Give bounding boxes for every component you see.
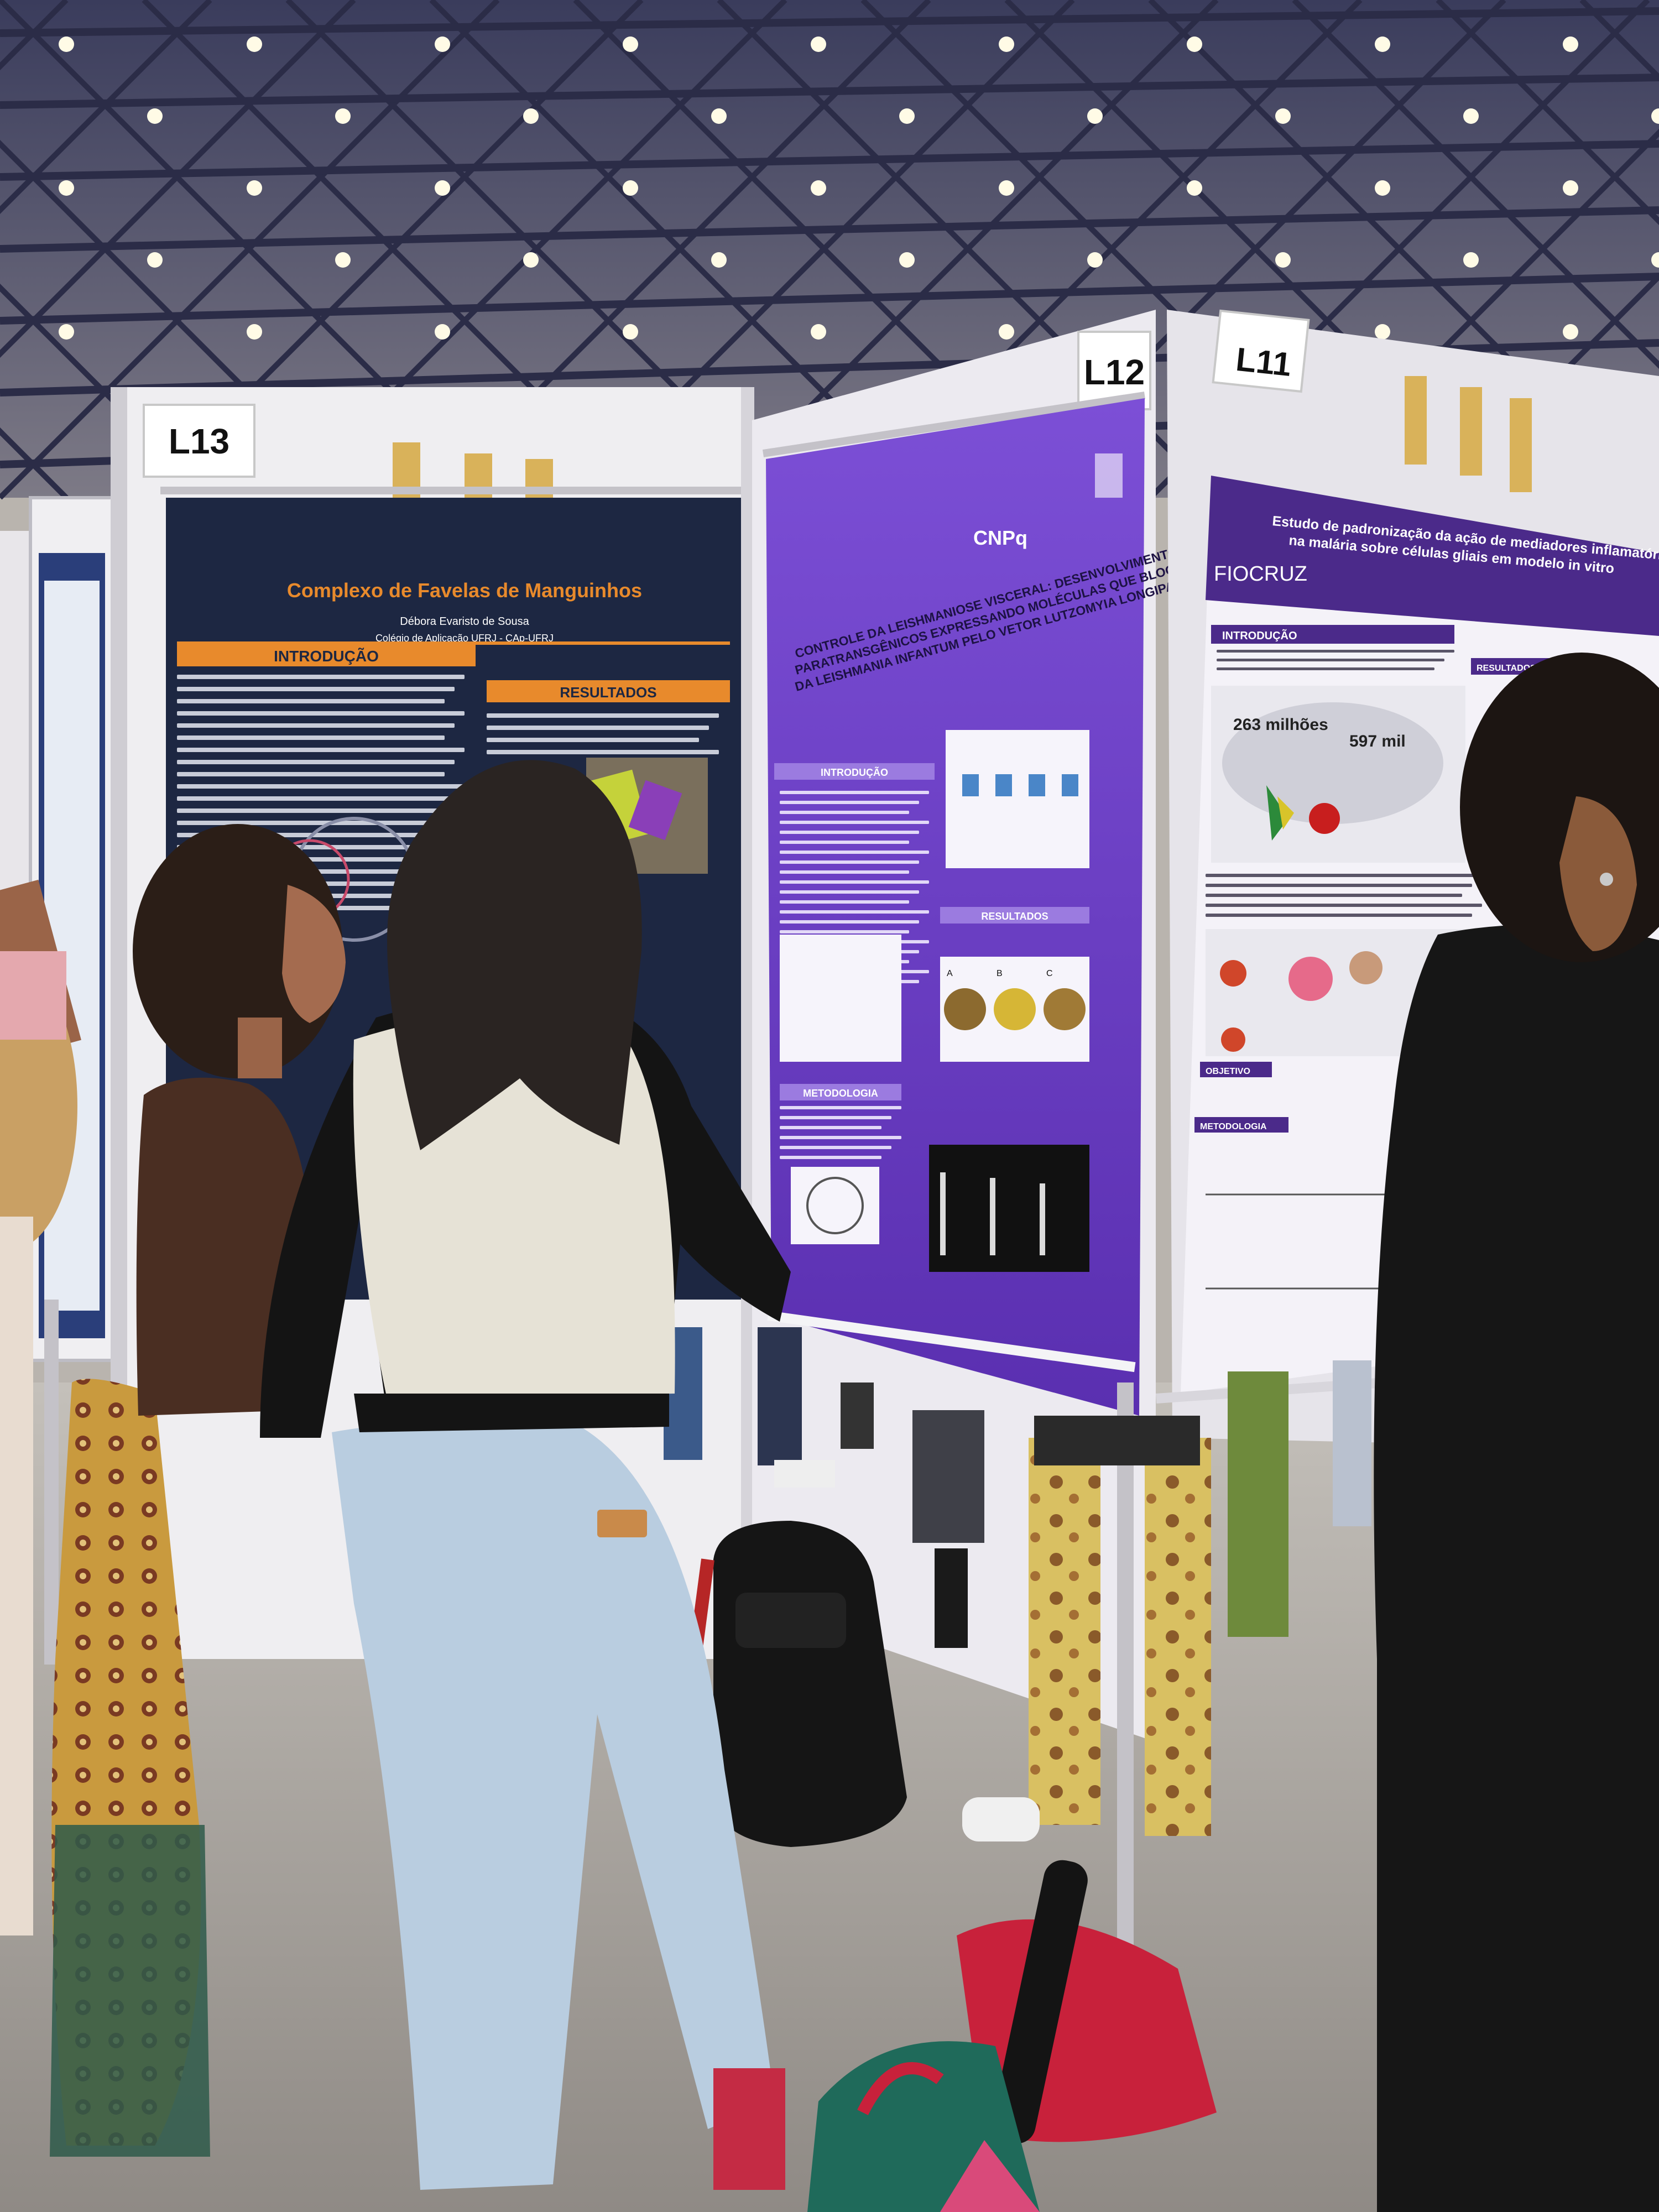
poster-l11-stat-1: 263 milhões [1233,716,1328,734]
person-patterned-pants [962,1416,1211,1841]
poster-l12-plate-c: C [1046,969,1053,978]
booth-label-l11: L11 [1234,341,1293,383]
board-l12: L12 CNPq CONTROLE DA LEISHMANIOSE VISCER… [752,310,1322,1742]
poster-l12-intro-heading: INTRODUÇÃO [821,766,888,778]
person-braids-left [0,824,346,2157]
booth-label-l13: L13 [169,421,229,461]
poster-l12-funder: CNPq [973,526,1027,549]
poster-l12-plate-b: B [997,969,1003,978]
poster-l13-title: Complexo de Favelas de Manguinhos [287,579,642,602]
poster-l11-results-heading: RESULTADOS [1477,664,1536,673]
person-white-vest-center [260,760,791,2190]
poster-l11-logo: FIOCRUZ [1214,562,1307,586]
person-curly-hair-far-left [0,951,77,1936]
poster-l12-results-heading: RESULTADOS [981,911,1048,922]
poster-l13-author: Débora Evaristo de Sousa [400,615,529,628]
poster-l11-objective-heading: OBJETIVO [1206,1067,1250,1076]
poster-l12-plate-a: A [947,969,953,978]
poster-l11-intro-heading: INTRODUÇÃO [1222,629,1297,642]
poster-l11-body-text [1206,650,1482,917]
poster-l13-institution: Colégio de Aplicação UFRJ - CAp-UFRJ [375,633,554,644]
poster-l11-method-heading: METODOLOGIA [1200,1122,1267,1131]
poster-l12-method-heading: METODOLOGIA [803,1088,878,1099]
booth-post-center [1117,1383,1134,2002]
booth-post-left [44,1300,59,1665]
booth-label-l12: L12 [1084,352,1145,392]
poster-l13-intro-heading: INTRODUÇÃO [274,648,379,665]
person-black-blazer-right [1374,653,1659,2212]
poster-l13-results-heading: RESULTADOS [560,684,656,701]
poster-tube-and-bags [807,1860,1217,2212]
poster-l11-stat-2: 597 mil [1349,732,1406,750]
poster-l12-diagram [962,774,1078,796]
